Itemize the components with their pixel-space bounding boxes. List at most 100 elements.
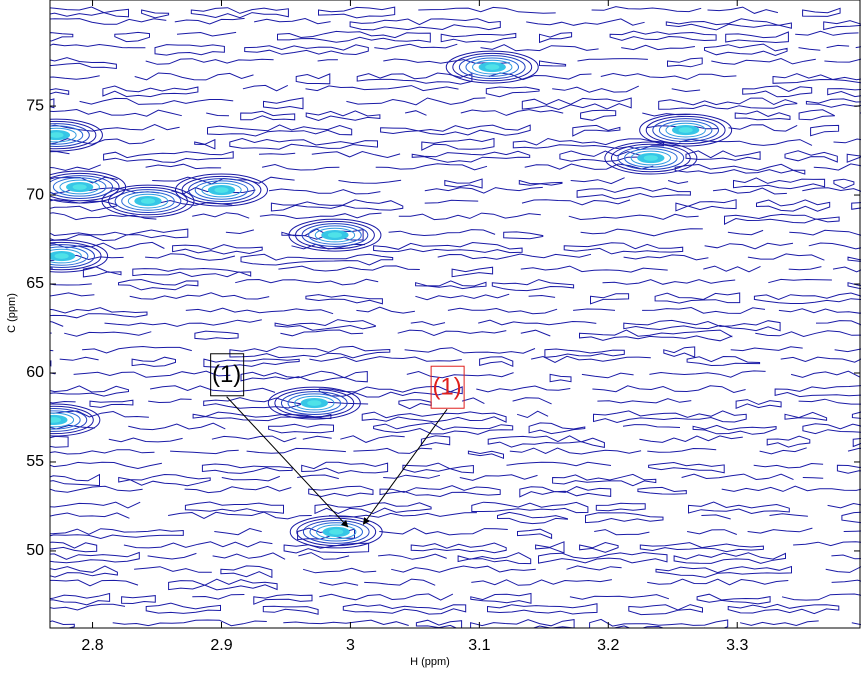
noise-contour [270, 199, 404, 212]
noise-contour [585, 512, 664, 524]
y-tick-label: 60 [26, 364, 44, 381]
noise-contour [50, 212, 157, 221]
noise-contour [823, 20, 861, 31]
noise-contour [82, 266, 122, 278]
peak-contour [50, 410, 81, 430]
noise-contour [440, 32, 517, 43]
noise-contour [622, 424, 681, 428]
noise-contour [552, 473, 657, 487]
plot-frame [49, 0, 861, 629]
noise-contour [192, 594, 245, 600]
peak-contour [50, 248, 82, 264]
noise-contour [824, 58, 861, 63]
noise-contour [50, 88, 70, 95]
noise-contour [302, 435, 332, 440]
noise-contour [512, 397, 552, 405]
noise-contour [262, 605, 319, 615]
noise-contour [259, 212, 382, 220]
annotation-arrow [226, 396, 349, 528]
y-tick-label: 55 [26, 453, 44, 470]
peak-contour [678, 127, 693, 133]
noise-contour [539, 32, 573, 44]
noise-contour [301, 461, 389, 474]
noise-contour [549, 373, 572, 383]
noise-contour [274, 319, 376, 331]
peak-contour [54, 253, 69, 259]
noise-contour [642, 306, 766, 314]
peak-contour [50, 170, 127, 204]
noise-contour [730, 346, 803, 352]
noise-contour [485, 86, 540, 98]
noise-contour [658, 97, 798, 110]
noise-contour [539, 60, 567, 67]
noise-contour [253, 593, 313, 605]
noise-contour [203, 358, 300, 368]
peak-contour [50, 118, 103, 152]
noise-contour [50, 43, 146, 49]
noise-contour [595, 502, 646, 512]
noise-contour [50, 164, 101, 171]
noise-contour [50, 138, 155, 145]
noise-contour [424, 186, 543, 194]
noise-contour [263, 97, 304, 110]
noise-contour [544, 348, 625, 358]
noise-contour [517, 528, 553, 540]
noise-contour [211, 435, 297, 443]
x-axis-label: H (ppm) [410, 656, 450, 668]
noise-contour [50, 98, 55, 109]
noise-contour [707, 6, 779, 14]
noise-contour [834, 348, 861, 353]
noise-contour [418, 6, 556, 14]
noise-contour [437, 253, 592, 260]
noise-contour [170, 449, 239, 455]
noise-contour [305, 110, 381, 122]
noise-contour [194, 330, 239, 340]
noise-contour [793, 541, 861, 547]
noise-contour [50, 32, 74, 42]
noise-contour [50, 176, 118, 184]
noise-contour [753, 462, 824, 469]
noise-contour [825, 566, 861, 573]
noise-contour [398, 399, 432, 410]
noise-contour [235, 278, 379, 286]
noise-contour [50, 283, 92, 286]
noise-contour [805, 98, 861, 108]
noise-contour [415, 619, 463, 628]
peak-contour [294, 395, 335, 411]
noise-contour [212, 552, 286, 560]
plot-area [50, 50, 733, 549]
x-tick-label: 3 [346, 637, 355, 654]
noise-contour [50, 199, 117, 212]
noise-contour [420, 435, 451, 447]
noise-contour [628, 604, 703, 616]
noise-contour [258, 152, 296, 155]
peak-contour [652, 118, 720, 143]
noise-contour [268, 423, 334, 434]
noise-contour [50, 321, 64, 327]
noise-contour [497, 511, 568, 525]
noise-contour [424, 199, 479, 204]
noise-contour [639, 435, 743, 443]
noise-contour [184, 501, 284, 514]
peak-contour [50, 123, 90, 147]
noise-contour [747, 253, 825, 261]
noise-contour [185, 307, 334, 315]
noise-contour [506, 461, 612, 467]
noise-contour [378, 553, 447, 560]
y-tick-label: 75 [26, 97, 44, 114]
noise-contour [655, 565, 792, 578]
noise-contour [192, 212, 250, 219]
peak-contour [188, 178, 255, 202]
noise-contour [520, 329, 551, 337]
noise-contour [379, 527, 508, 536]
peak-contour [140, 198, 156, 204]
noise-contour [364, 578, 436, 586]
noise-contour [50, 228, 189, 242]
noise-contour [206, 112, 230, 117]
noise-contour [568, 213, 699, 221]
peak-contour [645, 115, 726, 145]
noise-contour [50, 385, 129, 397]
noise-contour [478, 319, 597, 326]
noise-contour [663, 346, 696, 358]
noise-contour [59, 356, 99, 361]
